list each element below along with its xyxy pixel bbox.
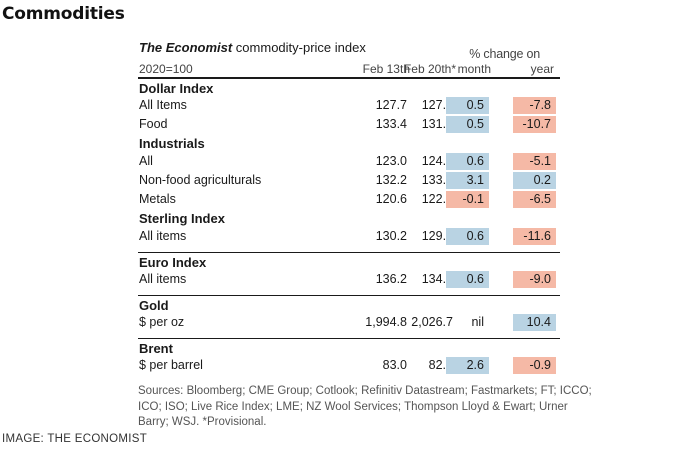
value-feb13: 132.2 [375,173,407,187]
value-feb20: 127.5 [421,98,453,112]
column-header-year: year [530,62,554,76]
table-row: $ per oz 1,994.8 2,026.7 nil 10.4 [138,313,560,332]
month-change-cell: 0.5 [446,97,489,114]
row-label: All Items [139,98,187,112]
section-name: Brent [139,341,173,356]
section-header: Industrials [138,134,560,152]
section-header: Dollar Index [138,78,560,96]
value-feb20: 133.6 [421,173,453,187]
table-row: All items 130.2 129.4 0.6 -11.6 [138,227,560,246]
year-change-cell: -9.0 [513,271,556,288]
value-feb20: 131.2 [421,117,453,131]
table-body: Dollar Index All Items 127.7 127.5 0.5 -7.8 Fo… [138,78,560,375]
row-label: All items [139,272,187,286]
value-feb20: 122.1 [421,192,453,206]
month-change-cell: 0.6 [446,153,489,170]
table-row: All Items 127.7 127.5 0.5 -7.8 [138,96,560,115]
row-label: All [139,154,153,168]
table-row: Metals 120.6 122.1 -0.1 -6.5 [138,190,560,209]
base-label: 2020=100 [139,62,193,76]
month-change-cell: 0.6 [446,228,489,245]
value-feb13: 120.6 [375,192,407,206]
value-feb13: 123.0 [375,154,407,168]
year-change-cell: -10.7 [513,116,556,133]
year-change-cell: -0.9 [513,357,556,374]
month-change-cell: -0.1 [446,191,489,208]
section-name: Dollar Index [139,81,214,96]
table-title: The Economist commodity-price index [139,40,366,55]
row-label: Metals [139,192,176,206]
sources-line: ICO; ISO; Live Rice Index; LME; NZ Wool … [138,400,568,413]
month-change-cell: nil [471,315,484,329]
row-label: $ per barrel [139,358,203,372]
value-feb20: 2,026.7 [411,315,453,329]
section-header: Gold [138,295,560,313]
sources-line: Sources: Bloomberg; CME Group; Cotlook; … [138,385,592,397]
value-feb13: 83.0 [382,358,407,372]
sources-line: Barry; WSJ. *Provisional. [138,416,267,428]
section-header: Brent [138,338,560,356]
column-header-row: 2020=100 Feb 13th Feb 20th* month year [138,60,560,78]
row-label: $ per oz [139,315,185,329]
page-heading: Commodities [2,4,125,24]
value-feb20: 134.6 [421,272,453,286]
value-feb13: 133.4 [375,117,407,131]
year-change-cell: -6.5 [513,191,556,208]
section-name: Euro Index [139,255,207,270]
year-change-cell: -7.8 [513,97,556,114]
commodity-price-table: The Economist commodity-price index % ch… [138,38,592,431]
section-name: Gold [139,298,169,313]
image-credit: IMAGE: THE ECONOMIST [2,433,148,445]
value-feb13: 127.7 [375,98,407,112]
table-row: All 123.0 124.4 0.6 -5.1 [138,152,560,171]
row-label: Food [139,117,168,131]
month-change-cell: 3.1 [446,172,489,189]
table-row: Non-food agriculturals 132.2 133.6 3.1 0.2 [138,171,560,190]
table-title-row: The Economist commodity-price index % ch… [138,38,560,61]
year-change-cell: -11.6 [513,228,556,245]
section-header: Euro Index [138,252,560,270]
section-header: Sterling Index [138,209,560,227]
month-change-cell: 0.5 [446,116,489,133]
section-name: Sterling Index [139,211,225,226]
year-change-cell: 10.4 [513,314,556,331]
value-feb20: 129.4 [421,229,453,243]
month-change-cell: 0.6 [446,271,489,288]
column-header-month: month [457,62,491,76]
column-header-feb20: Feb 20th* [403,62,456,76]
table-row: All items 136.2 134.6 0.6 -9.0 [138,270,560,289]
value-feb13: 130.2 [375,229,407,243]
sources-note: Sources: Bloomberg; CME Group; Cotlook; … [138,384,592,431]
row-label: Non-food agriculturals [139,173,262,187]
section-name: Industrials [139,136,205,151]
value-feb13: 1,994.8 [365,315,407,329]
table-title-rest: commodity-price index [232,40,366,55]
pct-change-header: % change on [469,47,540,61]
row-label: All items [139,229,187,243]
year-change-cell: 0.2 [513,172,556,189]
value-feb13: 136.2 [375,272,407,286]
table-row: Food 133.4 131.2 0.5 -10.7 [138,115,560,134]
table-row: $ per barrel 83.0 82.3 2.6 -0.9 [138,356,560,375]
month-change-cell: 2.6 [446,357,489,374]
year-change-cell: -5.1 [513,153,556,170]
value-feb20: 124.4 [421,154,453,168]
column-header-feb13: Feb 13th [362,62,410,76]
table-title-publication: The Economist [139,40,233,55]
